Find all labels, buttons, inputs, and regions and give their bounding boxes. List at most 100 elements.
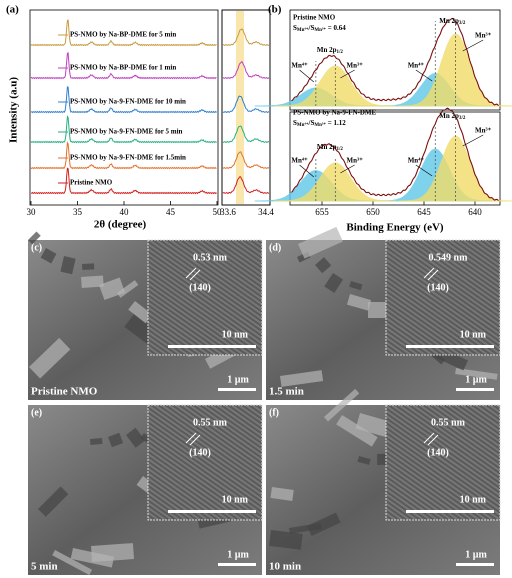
particle (125, 427, 146, 448)
series-label: PS-NMO by Na-BP-DME for 1 min (70, 64, 176, 72)
particle (323, 388, 360, 422)
ratio-part: Mn⁴⁺ (297, 27, 309, 33)
inset-scale: 10 nm (222, 329, 249, 340)
peak-sub: 3/2 (459, 21, 466, 26)
scale-bar (456, 563, 494, 566)
arrow (340, 69, 355, 79)
series-label: PS-NMO by Na-BP-DME for 5 min (70, 31, 176, 39)
arrow (462, 39, 484, 52)
d-spacing: 0.55 nm (193, 417, 228, 428)
particle (90, 437, 103, 445)
peak-name: Mn 2p (317, 143, 337, 151)
peak-label: Mn 2p3/2 (439, 112, 466, 122)
peak-label: Mn 2p1/2 (317, 143, 344, 153)
inset-scale: 10 nm (460, 329, 487, 340)
scale-bar (218, 563, 256, 566)
lattice-mark (189, 269, 201, 281)
x-tick-label: 40 (120, 207, 130, 217)
xps-envelope (291, 17, 499, 106)
plot-frame (289, 9, 501, 111)
caption: Pristine NMO (31, 386, 98, 398)
scale-label: 1 µm (465, 549, 487, 560)
particle (81, 263, 95, 270)
component-label: Mn⁴⁺ (291, 62, 308, 70)
x-tick-label: 650 (366, 207, 380, 217)
hrtem-inset (147, 404, 263, 521)
component-label: Mn⁴⁺ (408, 62, 425, 70)
ratio-part: = 1.12 (326, 119, 346, 127)
panel-label: (a) (6, 4, 19, 16)
plot-frame (289, 111, 501, 206)
d-spacing: 0.549 nm (429, 252, 469, 263)
particle (346, 294, 372, 311)
x-tick-label: 35 (73, 207, 83, 217)
scale-label: 1 µm (227, 374, 249, 385)
y-axis-label: Intensity (a.u) (8, 77, 20, 143)
panel-label: (c) (31, 242, 42, 253)
xrd-zoom-curve (222, 125, 270, 143)
arrow (299, 69, 315, 83)
scale-label: 1 µm (465, 374, 487, 385)
series-label: PS-NMO by Na-9-FN-DME for 5 min (70, 128, 183, 136)
particle (116, 280, 139, 298)
xrd-zoom-curve (222, 61, 270, 79)
particle (349, 281, 363, 291)
caption: 5 min (31, 561, 58, 573)
peak-sub: 1/2 (337, 50, 344, 55)
particle (270, 486, 294, 501)
peak-label: Mn 2p1/2 (317, 46, 344, 56)
lattice-mark (427, 269, 439, 281)
ratio-part: = 0.64 (326, 24, 346, 32)
particle (108, 432, 124, 448)
particle (28, 231, 41, 245)
xrd-curve (30, 51, 217, 80)
caption: 1.5 min (269, 386, 304, 398)
hrtem-inset (385, 404, 501, 521)
particle (357, 456, 371, 465)
component-label: Mn³⁺ (346, 62, 363, 70)
lattice-mark (185, 432, 197, 444)
xrd-zoom-curve (222, 176, 270, 194)
particle (52, 550, 93, 576)
component-label: Mn³⁺ (475, 32, 492, 40)
x-axis-label: 2θ (degree) (94, 219, 147, 231)
arrow (415, 69, 433, 82)
xrd-zoom-curve (222, 28, 270, 46)
particle (40, 248, 57, 264)
x-tick-label: 655 (315, 207, 329, 217)
xrd-curve (30, 86, 217, 114)
ratio-part: S (293, 24, 297, 32)
plane: (140) (427, 282, 449, 293)
scale-bar (168, 510, 256, 513)
x-tick-label: 50 (213, 207, 223, 217)
panel-label: (b) (268, 4, 282, 16)
scale-bar (406, 345, 494, 348)
plane: (140) (189, 447, 211, 458)
particle (91, 543, 135, 562)
particle (297, 226, 343, 259)
x-axis-label: Binding Energy (eV) (346, 222, 444, 234)
xrd-curve (30, 167, 217, 195)
plot-frame (29, 9, 219, 206)
scale-bar (218, 388, 256, 391)
panel-label: (d) (269, 242, 281, 253)
series-label: PS-NMO by Na-9-FN-DME for 10 min (70, 98, 186, 106)
ratio-part: /S (308, 119, 315, 127)
particle (60, 256, 76, 275)
component-label: Mn⁴⁺ (291, 157, 308, 165)
x-tick-label: 33.6 (220, 207, 236, 217)
fit-component (398, 33, 512, 107)
ratio-part: /S (308, 24, 315, 32)
highlight-band (236, 11, 244, 204)
particle (279, 370, 324, 387)
lattice-mark (427, 434, 439, 446)
peak-label: Mn 2p3/2 (439, 17, 466, 27)
x-tick-label: 34.4 (258, 207, 274, 217)
xrd-curve (30, 19, 217, 47)
xps-envelope (291, 107, 499, 202)
xrd-curve (30, 141, 217, 170)
scale-bar (168, 345, 256, 348)
x-tick-label: 30 (27, 207, 37, 217)
particle (368, 302, 390, 318)
